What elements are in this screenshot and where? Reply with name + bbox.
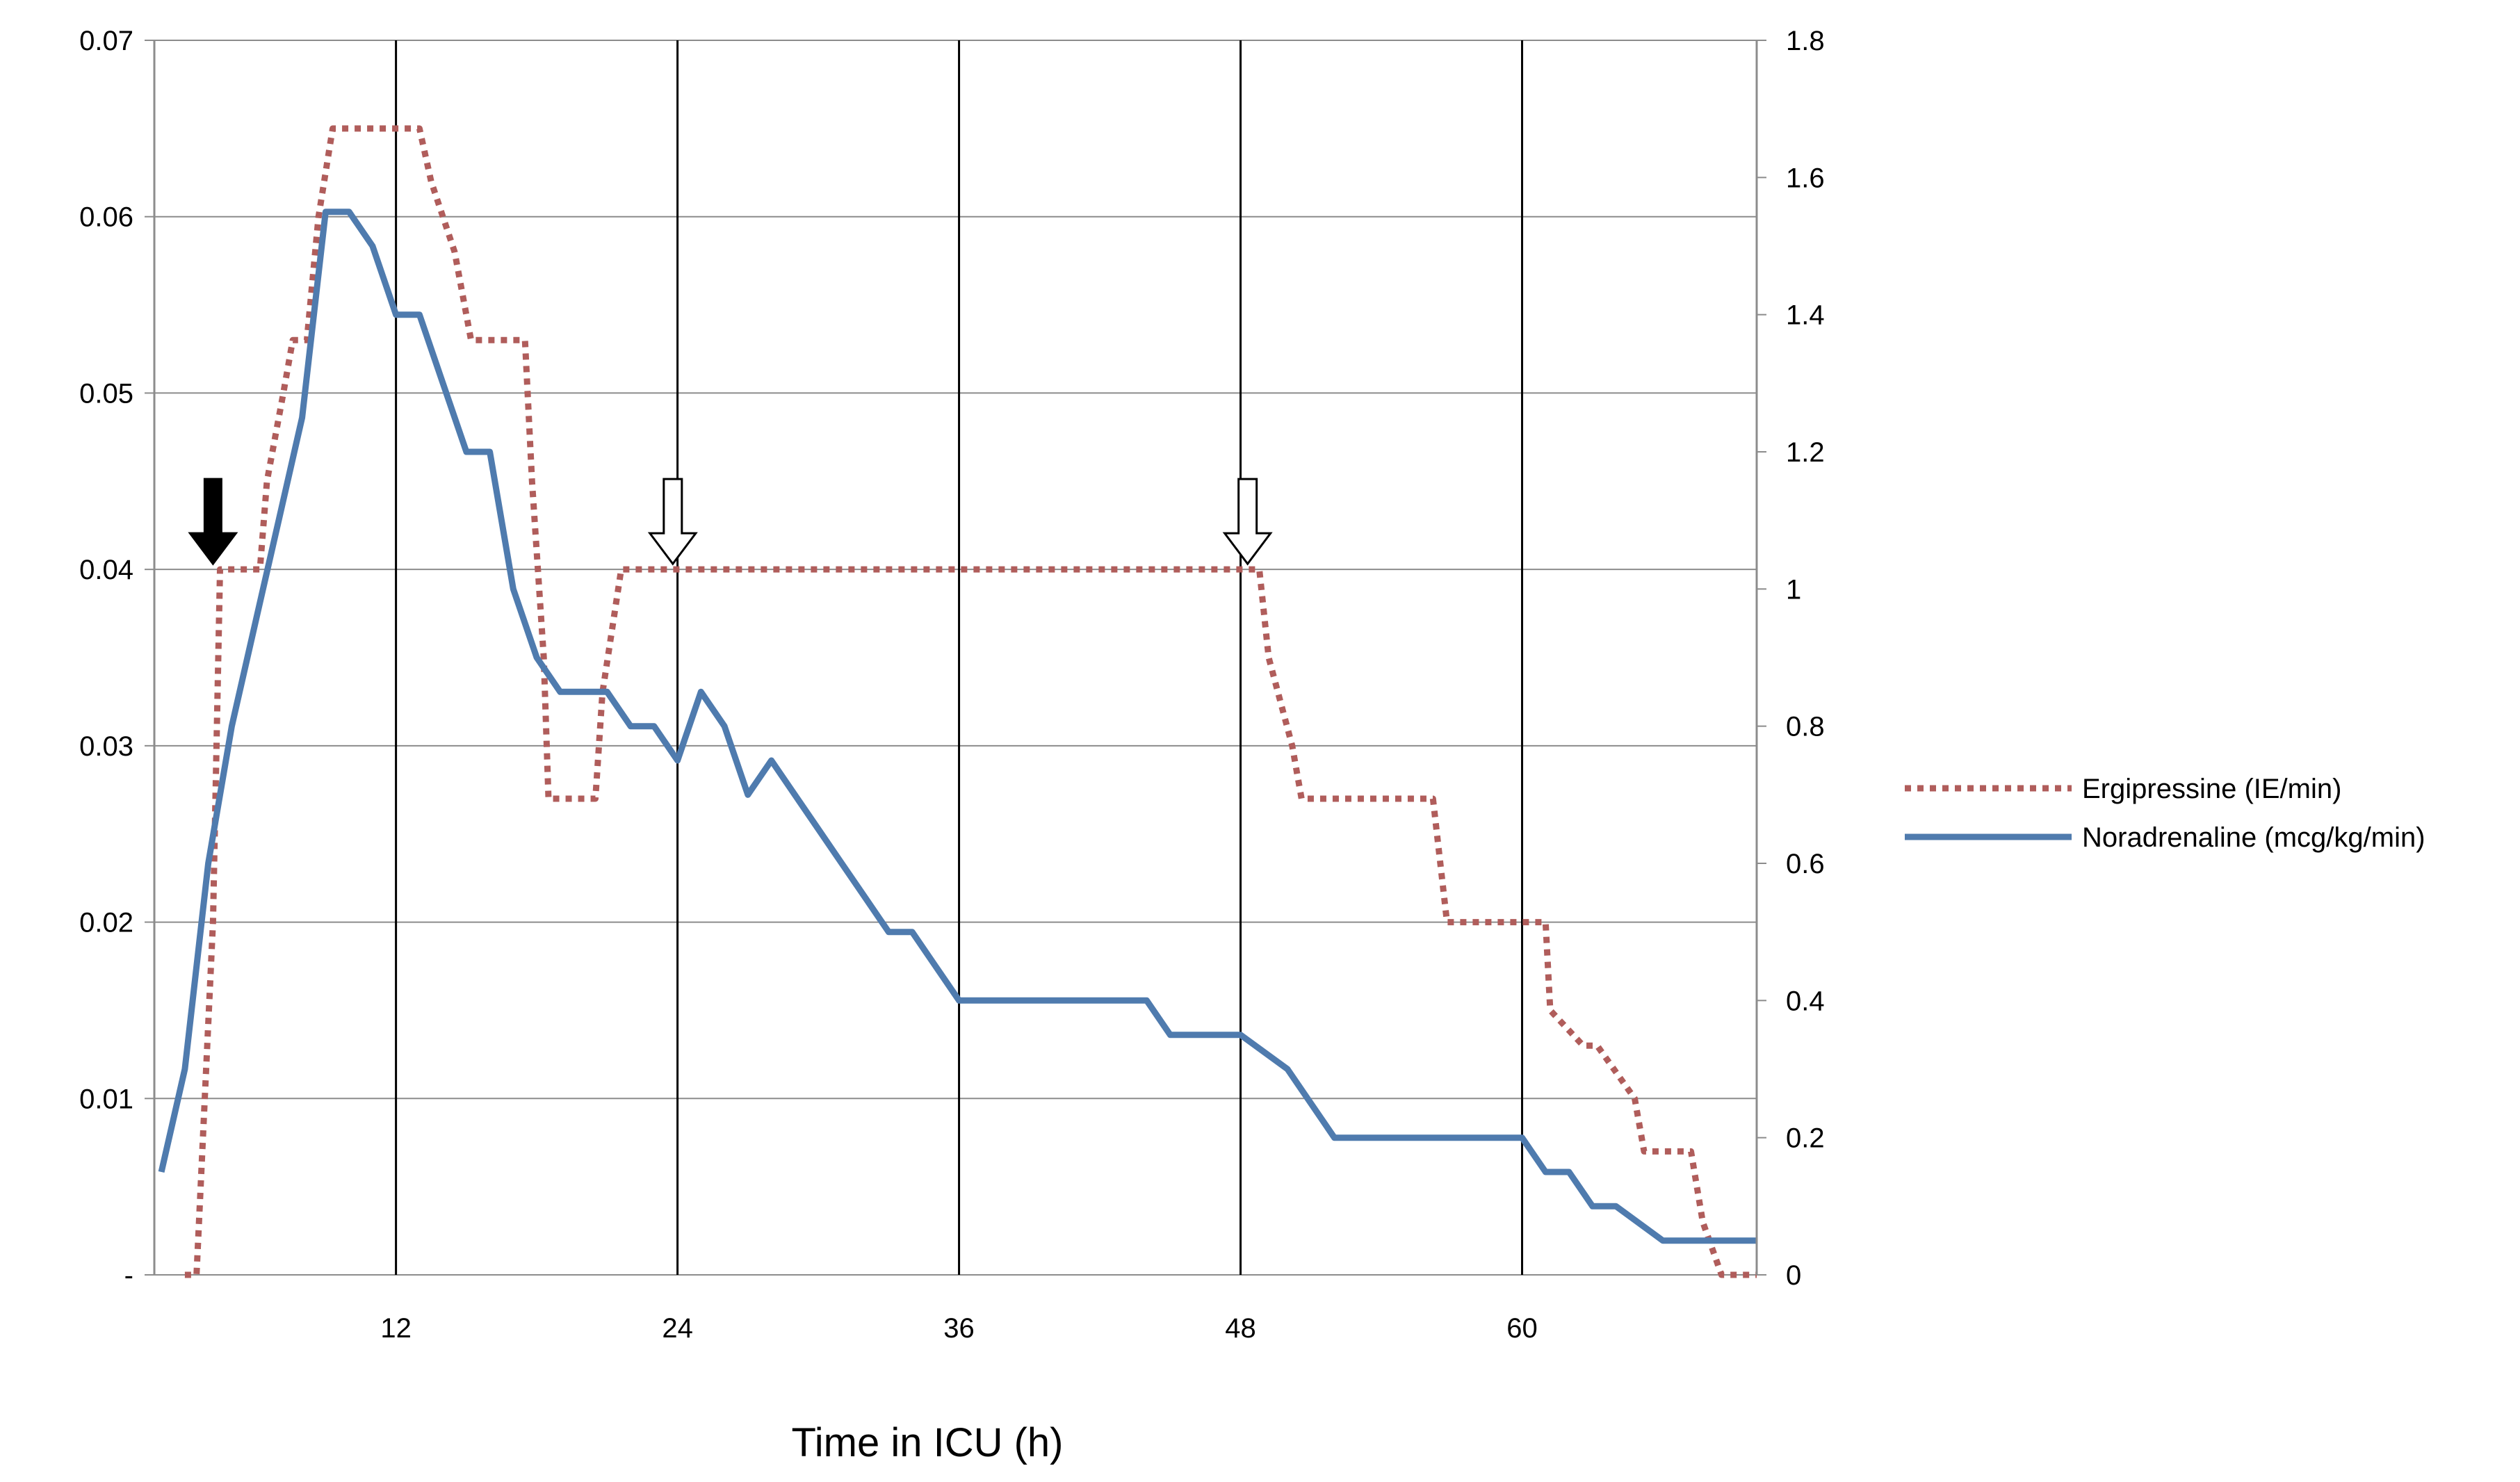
right-tick-label: 1.6 (1786, 163, 1825, 193)
right-tick-label: 0 (1786, 1260, 1801, 1291)
filled-down-arrow (188, 478, 238, 566)
x-tick-label: 24 (662, 1313, 693, 1344)
left-tick-label: 0.07 (79, 26, 133, 56)
right-tick-label: 1.4 (1786, 300, 1825, 331)
series-line-ergipressine (184, 125, 1757, 1278)
x-tick-label: 36 (943, 1313, 975, 1344)
legend-label-ergipressine: Ergipressine (IE/min) (2082, 774, 2341, 804)
left-tick-label: 0.04 (79, 555, 133, 585)
left-tick-label: 0.03 (79, 731, 133, 762)
annotation-layer (188, 478, 1273, 566)
right-tick-label: 0.4 (1786, 986, 1825, 1016)
left-tick-label: 0.06 (79, 202, 133, 233)
right-tick-label: 1.8 (1786, 26, 1825, 56)
right-tick-label: 0.8 (1786, 712, 1825, 742)
outline-down-arrow (1222, 478, 1273, 566)
series-line-noradrenaline (158, 209, 1757, 1244)
right-tick-label: 0.2 (1786, 1123, 1825, 1154)
right-tick-label: 1 (1786, 574, 1801, 605)
axis-layer: - 0.01 0.02 0.03 0.04 0.05 0.06 0.07 0 0.2 0.4 0.6 0… (79, 26, 1824, 1344)
left-tick-label: 0.05 (79, 378, 133, 409)
outline-down-arrow (647, 478, 698, 566)
legend-label-noradrenaline: Noradrenaline (mcg/kg/min) (2082, 822, 2425, 853)
left-tick-label: - (124, 1260, 133, 1291)
x-tick-label: 12 (380, 1313, 412, 1344)
x-tick-label: 60 (1506, 1313, 1538, 1344)
left-tick-label: 0.02 (79, 908, 133, 938)
right-tick-label: 1.2 (1786, 437, 1825, 468)
grid-layer (154, 40, 1757, 1276)
left-tick-label: 0.01 (79, 1084, 133, 1114)
right-tick-label: 0.6 (1786, 849, 1825, 879)
x-axis-title: Time in ICU (h) (792, 1420, 1064, 1465)
legend: Ergipressine (IE/min) Noradrenaline (mcg… (1905, 774, 2425, 853)
series-layer (158, 125, 1757, 1278)
x-tick-label: 48 (1225, 1313, 1256, 1344)
